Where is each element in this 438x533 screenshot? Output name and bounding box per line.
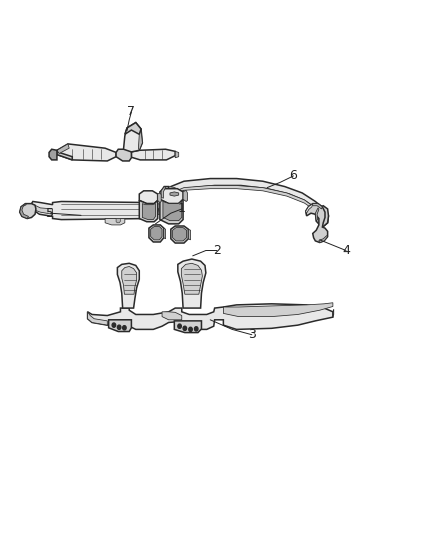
- Text: 6: 6: [290, 169, 297, 182]
- Polygon shape: [125, 123, 141, 134]
- Polygon shape: [88, 312, 107, 325]
- Polygon shape: [142, 204, 155, 220]
- Polygon shape: [333, 309, 334, 317]
- Circle shape: [178, 324, 181, 328]
- Text: 1: 1: [178, 203, 186, 215]
- Circle shape: [189, 327, 192, 332]
- Polygon shape: [315, 208, 319, 221]
- Circle shape: [123, 326, 126, 330]
- Polygon shape: [223, 303, 333, 317]
- Polygon shape: [160, 199, 183, 224]
- Polygon shape: [88, 304, 333, 329]
- Polygon shape: [171, 226, 188, 243]
- Polygon shape: [174, 321, 201, 333]
- Polygon shape: [124, 123, 142, 152]
- Text: 2: 2: [213, 244, 221, 257]
- Polygon shape: [181, 263, 202, 294]
- Polygon shape: [162, 312, 182, 320]
- Polygon shape: [169, 187, 175, 197]
- Polygon shape: [117, 263, 139, 308]
- Polygon shape: [169, 179, 328, 227]
- Text: 5: 5: [46, 207, 54, 220]
- Polygon shape: [105, 219, 125, 225]
- Circle shape: [112, 323, 116, 327]
- Polygon shape: [163, 201, 182, 221]
- Polygon shape: [49, 149, 57, 160]
- Polygon shape: [57, 144, 116, 161]
- Polygon shape: [138, 129, 142, 150]
- Polygon shape: [151, 227, 162, 240]
- Polygon shape: [183, 190, 187, 201]
- Polygon shape: [306, 204, 328, 243]
- Polygon shape: [139, 200, 158, 222]
- Polygon shape: [188, 229, 191, 240]
- Polygon shape: [164, 228, 166, 239]
- Text: 3: 3: [248, 328, 256, 341]
- Polygon shape: [178, 259, 206, 308]
- Polygon shape: [122, 266, 137, 294]
- Polygon shape: [139, 191, 158, 204]
- Polygon shape: [32, 201, 159, 220]
- Polygon shape: [319, 236, 328, 243]
- Polygon shape: [155, 204, 162, 214]
- Circle shape: [194, 327, 198, 331]
- Polygon shape: [160, 189, 183, 204]
- Text: 7: 7: [127, 106, 135, 118]
- Polygon shape: [32, 204, 53, 214]
- Polygon shape: [131, 149, 175, 160]
- Polygon shape: [313, 204, 322, 209]
- Polygon shape: [170, 192, 179, 196]
- Polygon shape: [158, 193, 161, 203]
- Circle shape: [183, 326, 187, 330]
- Polygon shape: [171, 185, 315, 211]
- Polygon shape: [116, 219, 120, 223]
- Polygon shape: [175, 151, 179, 158]
- Polygon shape: [161, 187, 171, 201]
- Polygon shape: [20, 204, 28, 219]
- Polygon shape: [116, 149, 131, 161]
- Polygon shape: [315, 206, 328, 227]
- Polygon shape: [173, 228, 187, 241]
- Polygon shape: [57, 150, 72, 160]
- Polygon shape: [149, 225, 164, 242]
- Polygon shape: [161, 187, 166, 198]
- Polygon shape: [109, 320, 131, 332]
- Polygon shape: [20, 204, 36, 219]
- Polygon shape: [306, 204, 313, 216]
- Text: 4: 4: [342, 244, 350, 257]
- Circle shape: [117, 325, 121, 329]
- Polygon shape: [57, 144, 69, 154]
